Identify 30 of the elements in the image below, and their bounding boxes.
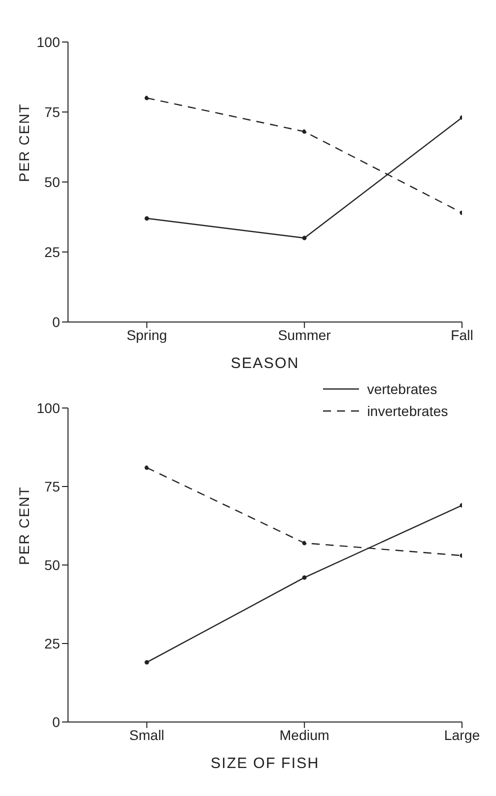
point [302,575,307,580]
point [302,236,307,240]
y-tick-label: 0 [52,714,60,730]
y-tick-label: 25 [44,244,60,260]
point [144,96,149,100]
point [302,540,307,546]
x-tick-label: Spring [126,326,168,343]
x-axis-title: SIZE OF FISH [210,755,320,772]
legend-label: vertebrates [367,380,438,399]
point [302,129,307,134]
x-tick-label: Summer [278,326,332,343]
x-tick-label: Fall [450,326,474,343]
y-tick-label: 75 [44,478,60,494]
x-tick-label: Medium [280,726,330,743]
y-tick-label: 100 [36,400,60,416]
point [144,660,149,665]
x-axis-title: SEASON [230,355,300,372]
x-tick-label: Large [444,726,480,743]
legend-label: invertebrates [367,402,448,421]
y-tick-label: 50 [44,174,60,190]
y-axis-title: PER CENT [16,486,32,565]
y-tick-label: 100 [36,34,60,50]
y-tick-label: 25 [44,635,60,652]
y-tick-label: 0 [52,314,60,330]
x-tick-label: Small [129,726,164,743]
point [144,465,149,470]
y-axis-title: PER CENT [16,103,32,182]
point [144,216,149,221]
y-tick-label: 50 [44,556,60,573]
y-tick-label: 75 [44,104,60,120]
